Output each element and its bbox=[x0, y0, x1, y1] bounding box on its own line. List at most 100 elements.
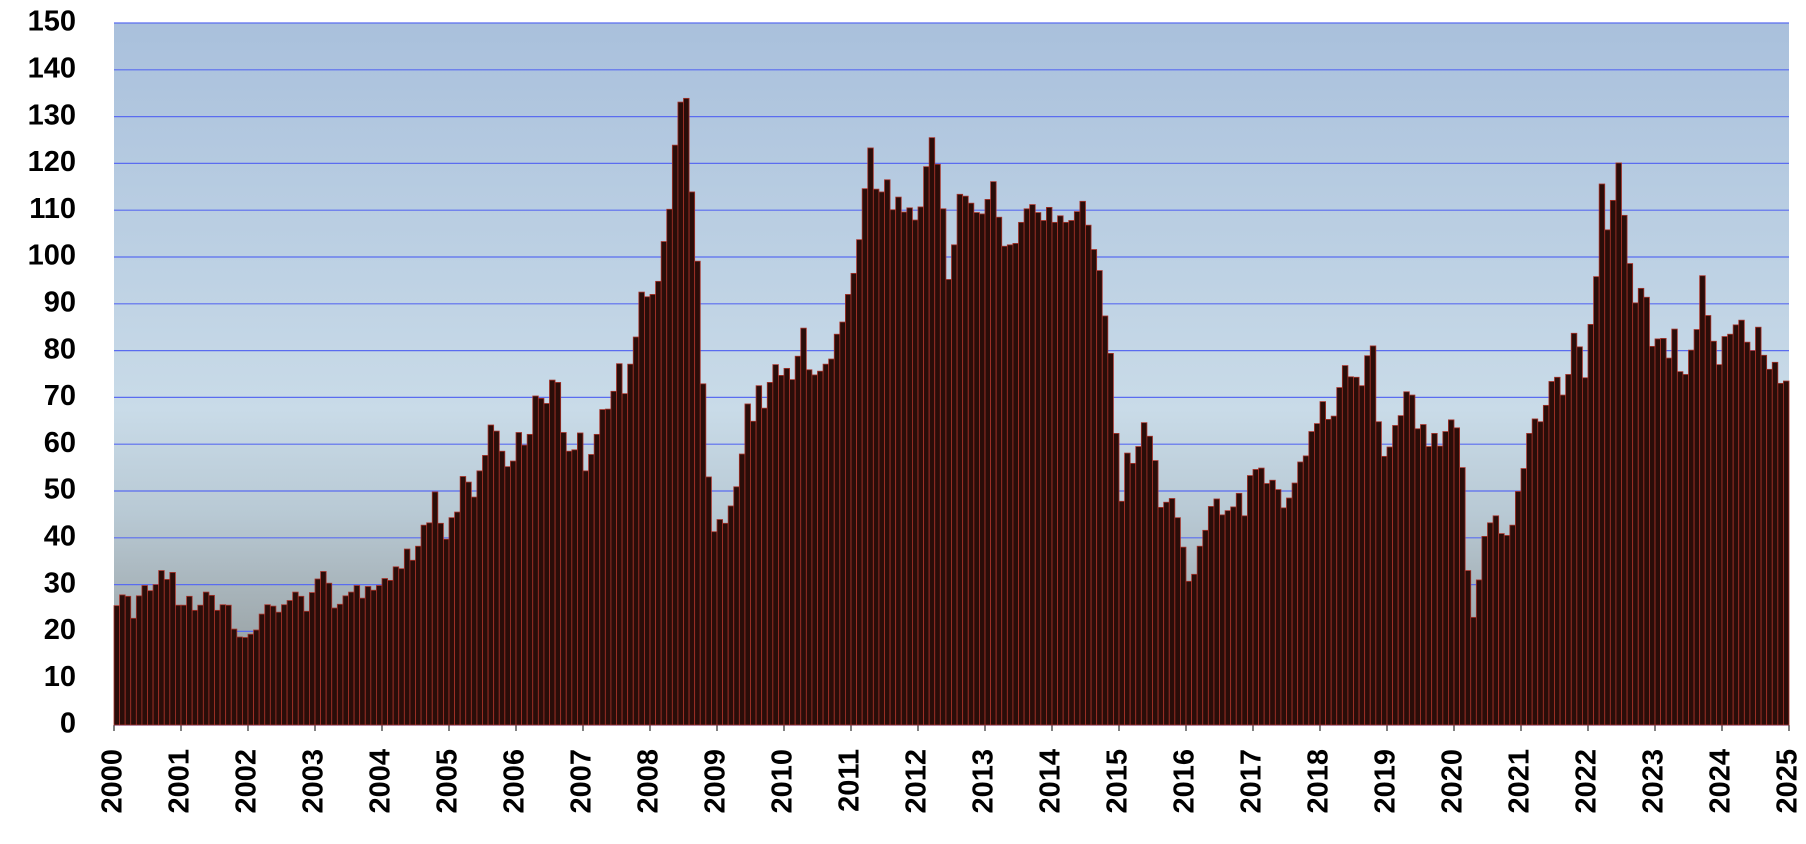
bar bbox=[1632, 302, 1639, 726]
bar bbox=[342, 595, 349, 726]
bar bbox=[1548, 381, 1555, 726]
bar bbox=[1743, 341, 1751, 726]
bar bbox=[1090, 249, 1098, 726]
bar bbox=[1554, 376, 1561, 726]
bar bbox=[526, 433, 534, 726]
bar bbox=[627, 363, 634, 726]
bar bbox=[1018, 221, 1025, 726]
bar bbox=[1570, 332, 1578, 726]
bar bbox=[1101, 315, 1109, 726]
x-tick-label: 2007 bbox=[566, 749, 598, 814]
bar bbox=[1157, 506, 1165, 726]
bar bbox=[593, 433, 601, 726]
bar bbox=[1174, 517, 1181, 726]
bar bbox=[398, 568, 405, 726]
bar bbox=[532, 395, 539, 726]
bar bbox=[113, 605, 120, 726]
bar bbox=[1515, 491, 1522, 726]
bar bbox=[269, 605, 277, 726]
bar bbox=[1621, 214, 1628, 726]
bar bbox=[247, 633, 254, 726]
bar bbox=[130, 617, 137, 726]
bar bbox=[286, 600, 294, 726]
bar bbox=[214, 609, 221, 726]
bar bbox=[1269, 479, 1276, 726]
x-tick-label: 2012 bbox=[901, 749, 933, 814]
bar bbox=[420, 524, 428, 726]
bar bbox=[1107, 353, 1114, 726]
bar bbox=[1286, 497, 1293, 726]
bar bbox=[1420, 424, 1427, 726]
bar bbox=[805, 369, 813, 726]
bar bbox=[1660, 338, 1667, 726]
bar bbox=[705, 476, 712, 726]
bar bbox=[621, 393, 629, 726]
bar bbox=[923, 166, 930, 726]
y-tick-label: 40 bbox=[44, 520, 76, 552]
bar bbox=[454, 511, 461, 726]
bar bbox=[1637, 287, 1645, 726]
bar bbox=[822, 363, 830, 726]
bar bbox=[560, 432, 567, 726]
bar bbox=[1235, 492, 1243, 726]
bar bbox=[1230, 506, 1237, 726]
bar bbox=[1040, 220, 1047, 726]
bar bbox=[325, 582, 333, 726]
bar bbox=[850, 272, 857, 726]
bar bbox=[1364, 355, 1371, 726]
x-tick-label: 2014 bbox=[1035, 749, 1067, 814]
bar bbox=[1213, 498, 1220, 726]
bar bbox=[1408, 394, 1416, 726]
bar bbox=[186, 595, 193, 726]
bar bbox=[370, 589, 377, 726]
bar bbox=[1341, 365, 1349, 726]
bar bbox=[1241, 515, 1248, 726]
bar bbox=[1727, 333, 1734, 726]
bar bbox=[839, 321, 846, 726]
x-tick-label: 2009 bbox=[700, 749, 732, 814]
bar bbox=[1615, 162, 1622, 726]
bar bbox=[537, 397, 545, 726]
bar bbox=[253, 629, 260, 726]
bar bbox=[699, 383, 707, 726]
bar bbox=[169, 572, 176, 726]
bar bbox=[409, 559, 416, 726]
bar bbox=[1503, 535, 1511, 726]
bar bbox=[1665, 357, 1673, 726]
bar bbox=[604, 408, 612, 726]
bar bbox=[1425, 446, 1433, 726]
bar bbox=[906, 207, 913, 726]
bar bbox=[577, 432, 584, 726]
bar bbox=[387, 579, 394, 726]
bar bbox=[889, 209, 897, 726]
bar bbox=[141, 585, 148, 726]
bar bbox=[1113, 433, 1120, 726]
bar bbox=[1682, 374, 1689, 726]
bar bbox=[403, 548, 411, 726]
bar bbox=[649, 294, 656, 726]
bar bbox=[1381, 455, 1388, 726]
bar bbox=[364, 586, 372, 726]
y-tick-label: 110 bbox=[29, 193, 76, 225]
bar bbox=[917, 206, 924, 726]
x-tick-label: 2004 bbox=[365, 749, 397, 814]
bar bbox=[845, 294, 852, 726]
bar bbox=[1001, 245, 1008, 726]
bar bbox=[1609, 199, 1617, 726]
bar bbox=[1414, 428, 1421, 726]
bar bbox=[1582, 377, 1589, 726]
bar bbox=[1509, 524, 1516, 726]
bar bbox=[348, 591, 355, 726]
x-tick-label: 2005 bbox=[432, 749, 464, 814]
bar bbox=[1487, 522, 1494, 726]
bar bbox=[1760, 354, 1768, 726]
bar bbox=[939, 208, 947, 726]
bar bbox=[180, 604, 187, 726]
bar bbox=[1492, 515, 1500, 726]
bar bbox=[426, 522, 433, 726]
y-tick-label: 30 bbox=[44, 567, 76, 599]
bar bbox=[147, 590, 154, 726]
bar bbox=[1442, 431, 1449, 726]
bar bbox=[761, 407, 768, 726]
x-tick-label: 2018 bbox=[1303, 749, 1335, 814]
